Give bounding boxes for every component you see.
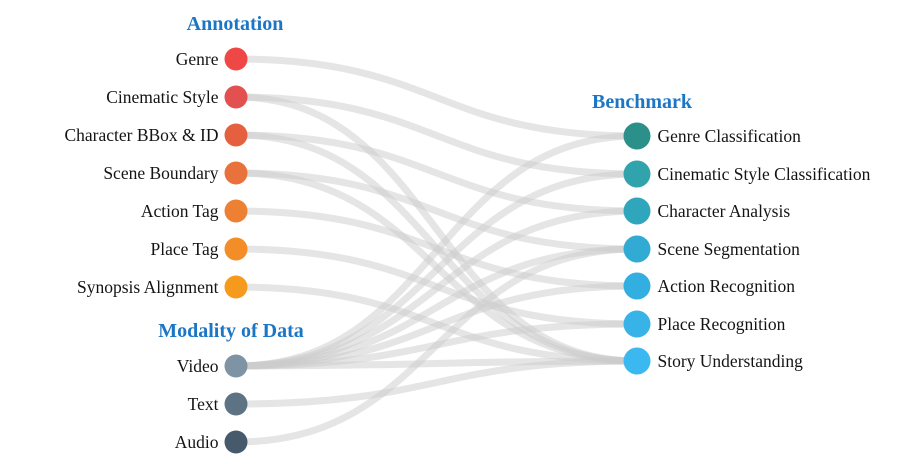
link-scene-boundary--scene-segmentation [232, 169, 641, 253]
link-audio--scene-segmentation [232, 245, 641, 446]
modality-section-title: Modality of Data [158, 320, 304, 342]
label-audio: Audio [174, 432, 219, 452]
link-cinematic-style--cinematic-style-classification [232, 93, 641, 178]
node-audio-dot [224, 430, 248, 454]
node-character-analysis-dot [623, 197, 651, 225]
label-place-tag: Place Tag [150, 239, 219, 259]
node-text-dot [224, 392, 248, 416]
link-text--story-understanding [232, 357, 641, 408]
node-action-recognition-dot [623, 272, 651, 300]
node-cinematic-style-dot [224, 85, 248, 109]
benchmark-section-title: Benchmark [592, 91, 692, 113]
label-cinematic-style: Cinematic Style [106, 87, 219, 107]
label-action-tag: Action Tag [140, 201, 219, 221]
link-character-bbox--character-analysis [232, 131, 641, 215]
label-cinematic-style-classification: Cinematic Style Classification [657, 164, 871, 184]
node-action-tag-dot [224, 199, 248, 223]
label-scene-boundary: Scene Boundary [103, 163, 219, 183]
node-genre-dot [224, 47, 248, 71]
node-cinematic-style-classification-dot [623, 160, 651, 188]
label-story-understanding: Story Understanding [657, 351, 803, 371]
node-video-dot [224, 354, 248, 378]
node-story-understanding-dot [623, 347, 651, 375]
node-scene-boundary-dot [224, 161, 248, 185]
node-scene-segmentation-dot [623, 235, 651, 263]
label-place-recognition: Place Recognition [657, 314, 786, 334]
label-text: Text [187, 394, 219, 414]
label-genre-classification: Genre Classification [657, 126, 801, 146]
label-action-recognition: Action Recognition [657, 276, 796, 296]
node-character-bbox-dot [224, 123, 248, 147]
node-place-tag-dot [224, 237, 248, 261]
label-video: Video [176, 356, 219, 376]
label-character-analysis: Character Analysis [657, 201, 791, 221]
link-genre--genre-classification [232, 55, 641, 140]
label-character-bbox: Character BBox & ID [64, 125, 219, 145]
label-genre: Genre [175, 49, 219, 69]
label-scene-segmentation: Scene Segmentation [657, 239, 800, 259]
node-synopsis-alignment-dot [224, 275, 248, 299]
node-place-recognition-dot [623, 310, 651, 338]
label-synopsis-alignment: Synopsis Alignment [77, 277, 219, 297]
node-genre-classification-dot [623, 122, 651, 150]
annotation-section-title: Annotation [186, 13, 284, 35]
